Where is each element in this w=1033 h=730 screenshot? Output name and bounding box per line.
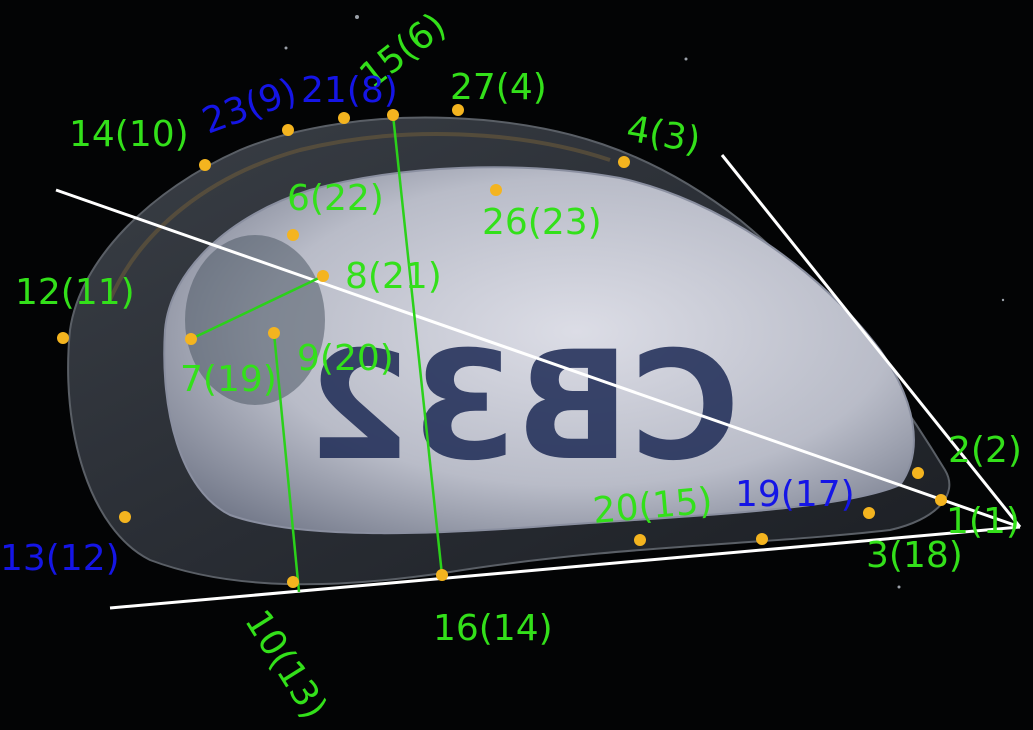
dot-12-11 (57, 332, 69, 344)
dot-23-9 (282, 124, 294, 136)
dot-4-3 (618, 156, 630, 168)
dot-19-17 (756, 533, 768, 545)
dot-21-8 (338, 112, 350, 124)
label-2-2: 2(2) (948, 430, 1022, 471)
dot-6-22 (287, 229, 299, 241)
label-9-20: 9(20) (297, 338, 394, 379)
label-21-8: 21(8) (301, 70, 398, 111)
dot-16-14 (436, 569, 448, 581)
label-16-14: 16(14) (433, 608, 553, 649)
label-6-22: 6(22) (287, 178, 384, 219)
dot-9-20 (268, 327, 280, 339)
label-19-17: 19(17) (735, 474, 855, 515)
label-27-4: 27(4) (450, 67, 547, 108)
dot-20-15 (634, 534, 646, 546)
label-7-19: 7(19) (180, 359, 277, 400)
label-13-12: 13(12) (0, 538, 120, 579)
label-8-21: 8(21) (345, 256, 442, 297)
label-12-11: 12(11) (15, 272, 135, 313)
dot-13-12 (119, 511, 131, 523)
dot-14-10 (199, 159, 211, 171)
dot-7-19 (185, 333, 197, 345)
label-26-23: 26(23) (482, 202, 602, 243)
dot-10-13 (287, 576, 299, 588)
dot-26-23 (490, 184, 502, 196)
dot-8-21 (317, 270, 329, 282)
dot-2-2 (912, 467, 924, 479)
dot-3-18 (863, 507, 875, 519)
label-14-10: 14(10) (69, 114, 189, 155)
label-3-18: 3(18) (866, 535, 963, 576)
